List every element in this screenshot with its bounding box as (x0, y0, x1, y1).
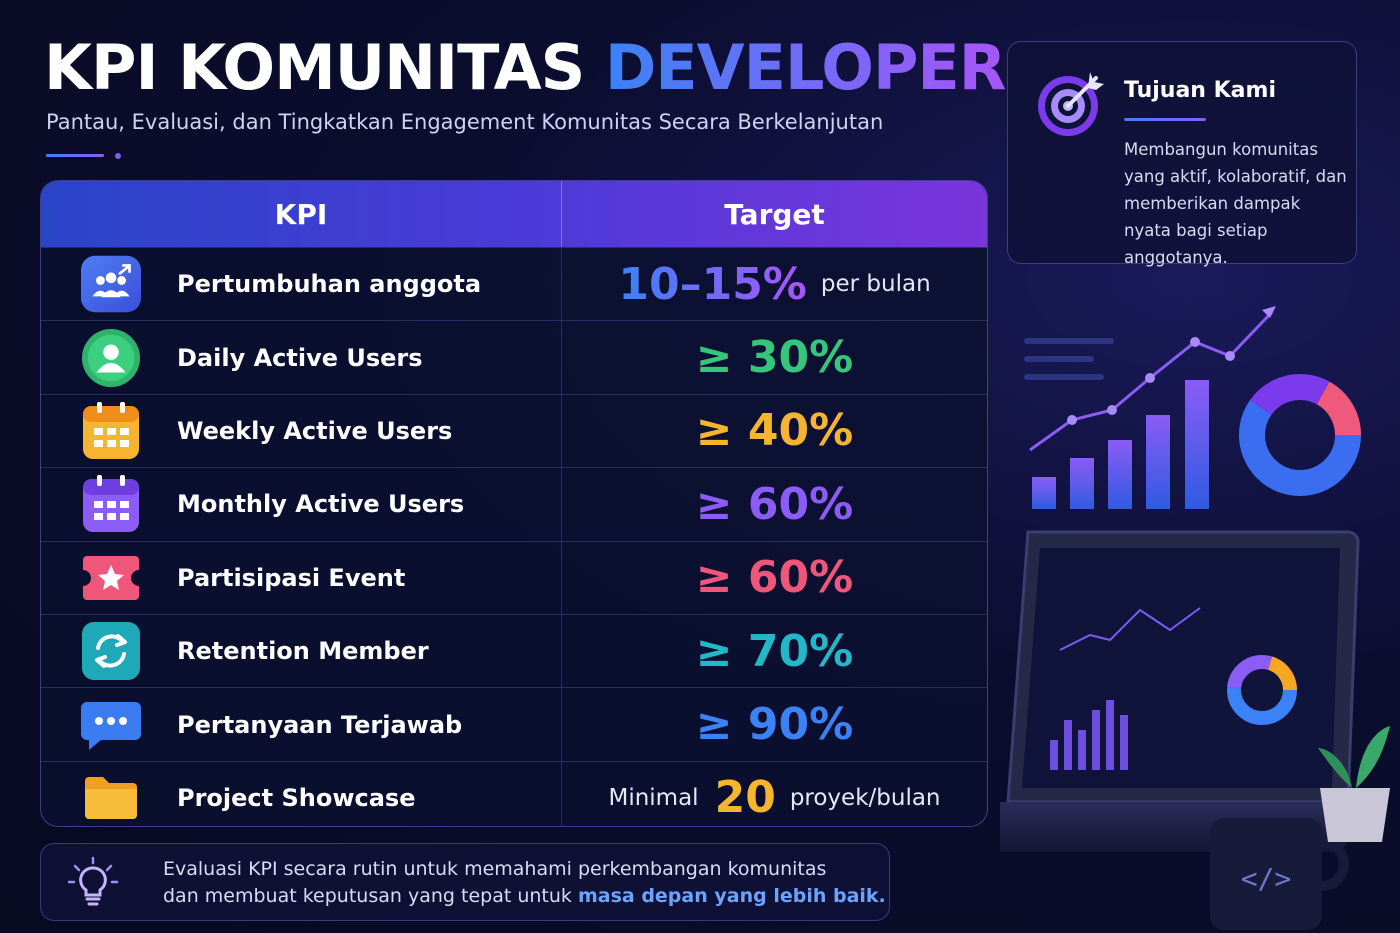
table-header: KPI Target (41, 181, 987, 247)
kpi-target-suffix: per bulan (820, 271, 931, 298)
goal-card: Tujuan Kami Membangun komunitas yang akt… (1007, 41, 1357, 267)
table-row: Daily Active Users ≥ 30% (41, 320, 987, 394)
plant-illustration (1318, 726, 1390, 842)
column-header-target: Target (724, 197, 825, 231)
people-growth-icon (81, 254, 141, 314)
user-icon (81, 328, 141, 388)
decorative-bar-chart (1032, 380, 1209, 509)
kpi-target-value: ≥ 30% (695, 332, 854, 384)
lightbulb-icon (65, 856, 121, 912)
title-highlight: DEVELOPER (604, 31, 1007, 104)
folder-icon (81, 768, 141, 826)
kpi-name: Retention Member (177, 637, 429, 666)
table-row: Retention Member ≥ 70% (41, 613, 987, 688)
kpi-name: Daily Active Users (177, 343, 423, 372)
goal-title: Tujuan Kami (1124, 78, 1276, 103)
kpi-name: Pertanyaan Terjawab (177, 710, 463, 739)
note-line-1: Evaluasi KPI secara rutin untuk memahami… (163, 858, 827, 880)
kpi-target-value: 10–15% (618, 258, 807, 310)
ticket-star-icon (81, 548, 141, 608)
kpi-name: Weekly Active Users (177, 416, 453, 445)
kpi-target-value: ≥ 70% (695, 625, 854, 677)
title-main: KPI KOMUNITAS (44, 31, 585, 104)
kpi-target-suffix: proyek/bulan (789, 784, 941, 811)
table-row: Weekly Active Users ≥ 40% (41, 393, 987, 468)
table-row: Monthly Active Users ≥ 60% (41, 467, 987, 541)
note-line-2: dan membuat keputusan yang tepat untuk m… (163, 885, 886, 907)
decorative-donut-chart (1239, 374, 1361, 496)
table-row: Project Showcase Minimal 20 proyek/bulan (41, 760, 987, 826)
coffee-mug-illustration: </> (1210, 818, 1349, 930)
calendar-icon (81, 401, 141, 461)
laptop-illustration (1000, 530, 1380, 852)
decorative-trend-line (1029, 306, 1276, 452)
kpi-table: KPI Target Pertumbuhan anggota 10–15% pe… (40, 180, 988, 827)
note-box: Evaluasi KPI secara rutin untuk memahami… (40, 843, 890, 921)
goal-text: Membangun komunitas yang aktif, kolabora… (1124, 140, 1347, 267)
subtitle-underline (46, 154, 104, 157)
table-row: Partisipasi Event ≥ 60% (41, 540, 987, 614)
note-highlight: masa depan yang lebih baik. (577, 885, 886, 907)
code-symbol: </> (1241, 862, 1292, 895)
kpi-target-value: ≥ 60% (695, 478, 854, 530)
target-icon (1038, 72, 1104, 136)
kpi-name: Partisipasi Event (177, 563, 406, 592)
goal-underline (1124, 118, 1206, 121)
kpi-target-value: ≥ 60% (695, 552, 854, 604)
dashboard-illustration: </> (1000, 306, 1390, 930)
page-subtitle: Pantau, Evaluasi, dan Tingkatkan Engagem… (46, 110, 884, 134)
column-header-kpi: KPI (41, 181, 562, 247)
kpi-name: Monthly Active Users (177, 490, 465, 519)
page-title: KPI KOMUNITAS DEVELOPER (44, 28, 1007, 108)
calendar-icon (81, 474, 141, 534)
kpi-target-value: ≥ 40% (695, 405, 854, 457)
decorative-text-lines (1024, 338, 1114, 380)
kpi-target-value: ≥ 90% (695, 699, 854, 751)
kpi-name: Project Showcase (177, 783, 416, 812)
table-row: Pertanyaan Terjawab ≥ 90% (41, 687, 987, 761)
kpi-target-value: 20 (714, 772, 776, 824)
table-row: Pertumbuhan anggota 10–15% per bulan (41, 247, 987, 321)
kpi-target-prefix: Minimal (608, 784, 699, 811)
subtitle-dot (115, 153, 121, 159)
note-line-2-prefix: dan membuat keputusan yang tepat untuk (163, 885, 572, 907)
kpi-name: Pertumbuhan anggota (177, 270, 482, 299)
refresh-icon (81, 621, 141, 681)
chat-bubble-icon (81, 695, 141, 755)
